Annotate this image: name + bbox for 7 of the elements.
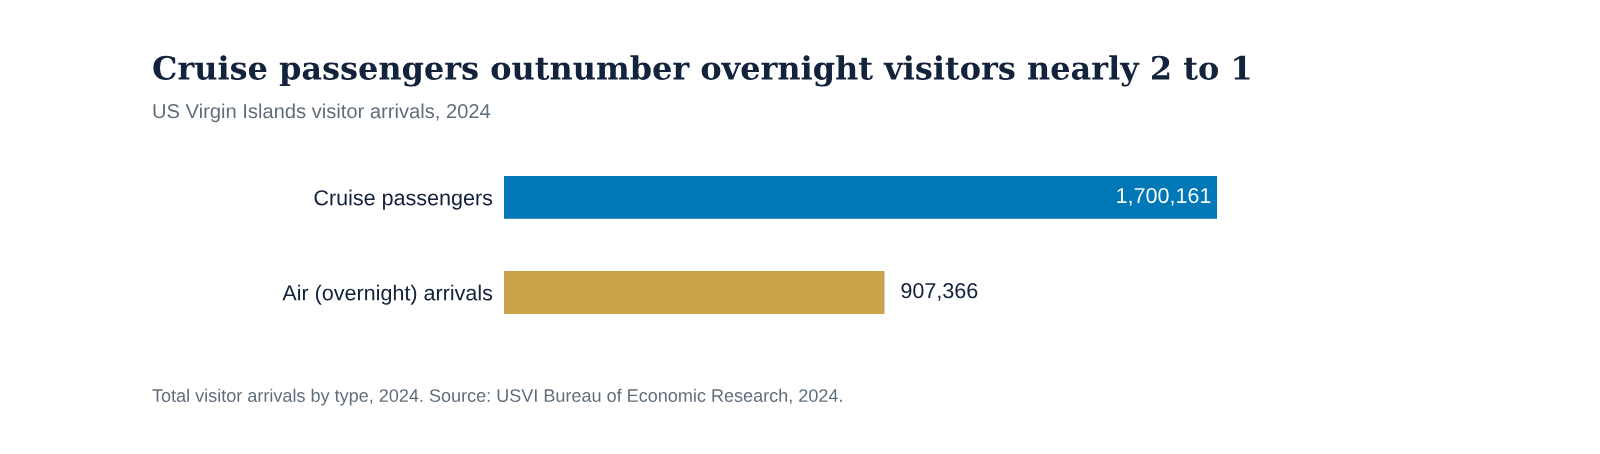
y-tick-label: Cruise passengers — [314, 189, 493, 210]
data-label: 1,700,161 — [1117, 187, 1211, 206]
chart-title: Cruise passengers outnumber overnight visitors nearly 2 to 1 — [153, 55, 1250, 87]
text: Total visitor arrivals by type, 2024. Source: USVI Bureau of Economic Research, 2024. — [152, 388, 842, 406]
y-tick-label: Air (overnight) arrivals — [282, 284, 493, 305]
data-label: 907,366 — [901, 283, 978, 301]
text: US Virgin Islands visitor arrivals, 2024 — [153, 103, 491, 123]
